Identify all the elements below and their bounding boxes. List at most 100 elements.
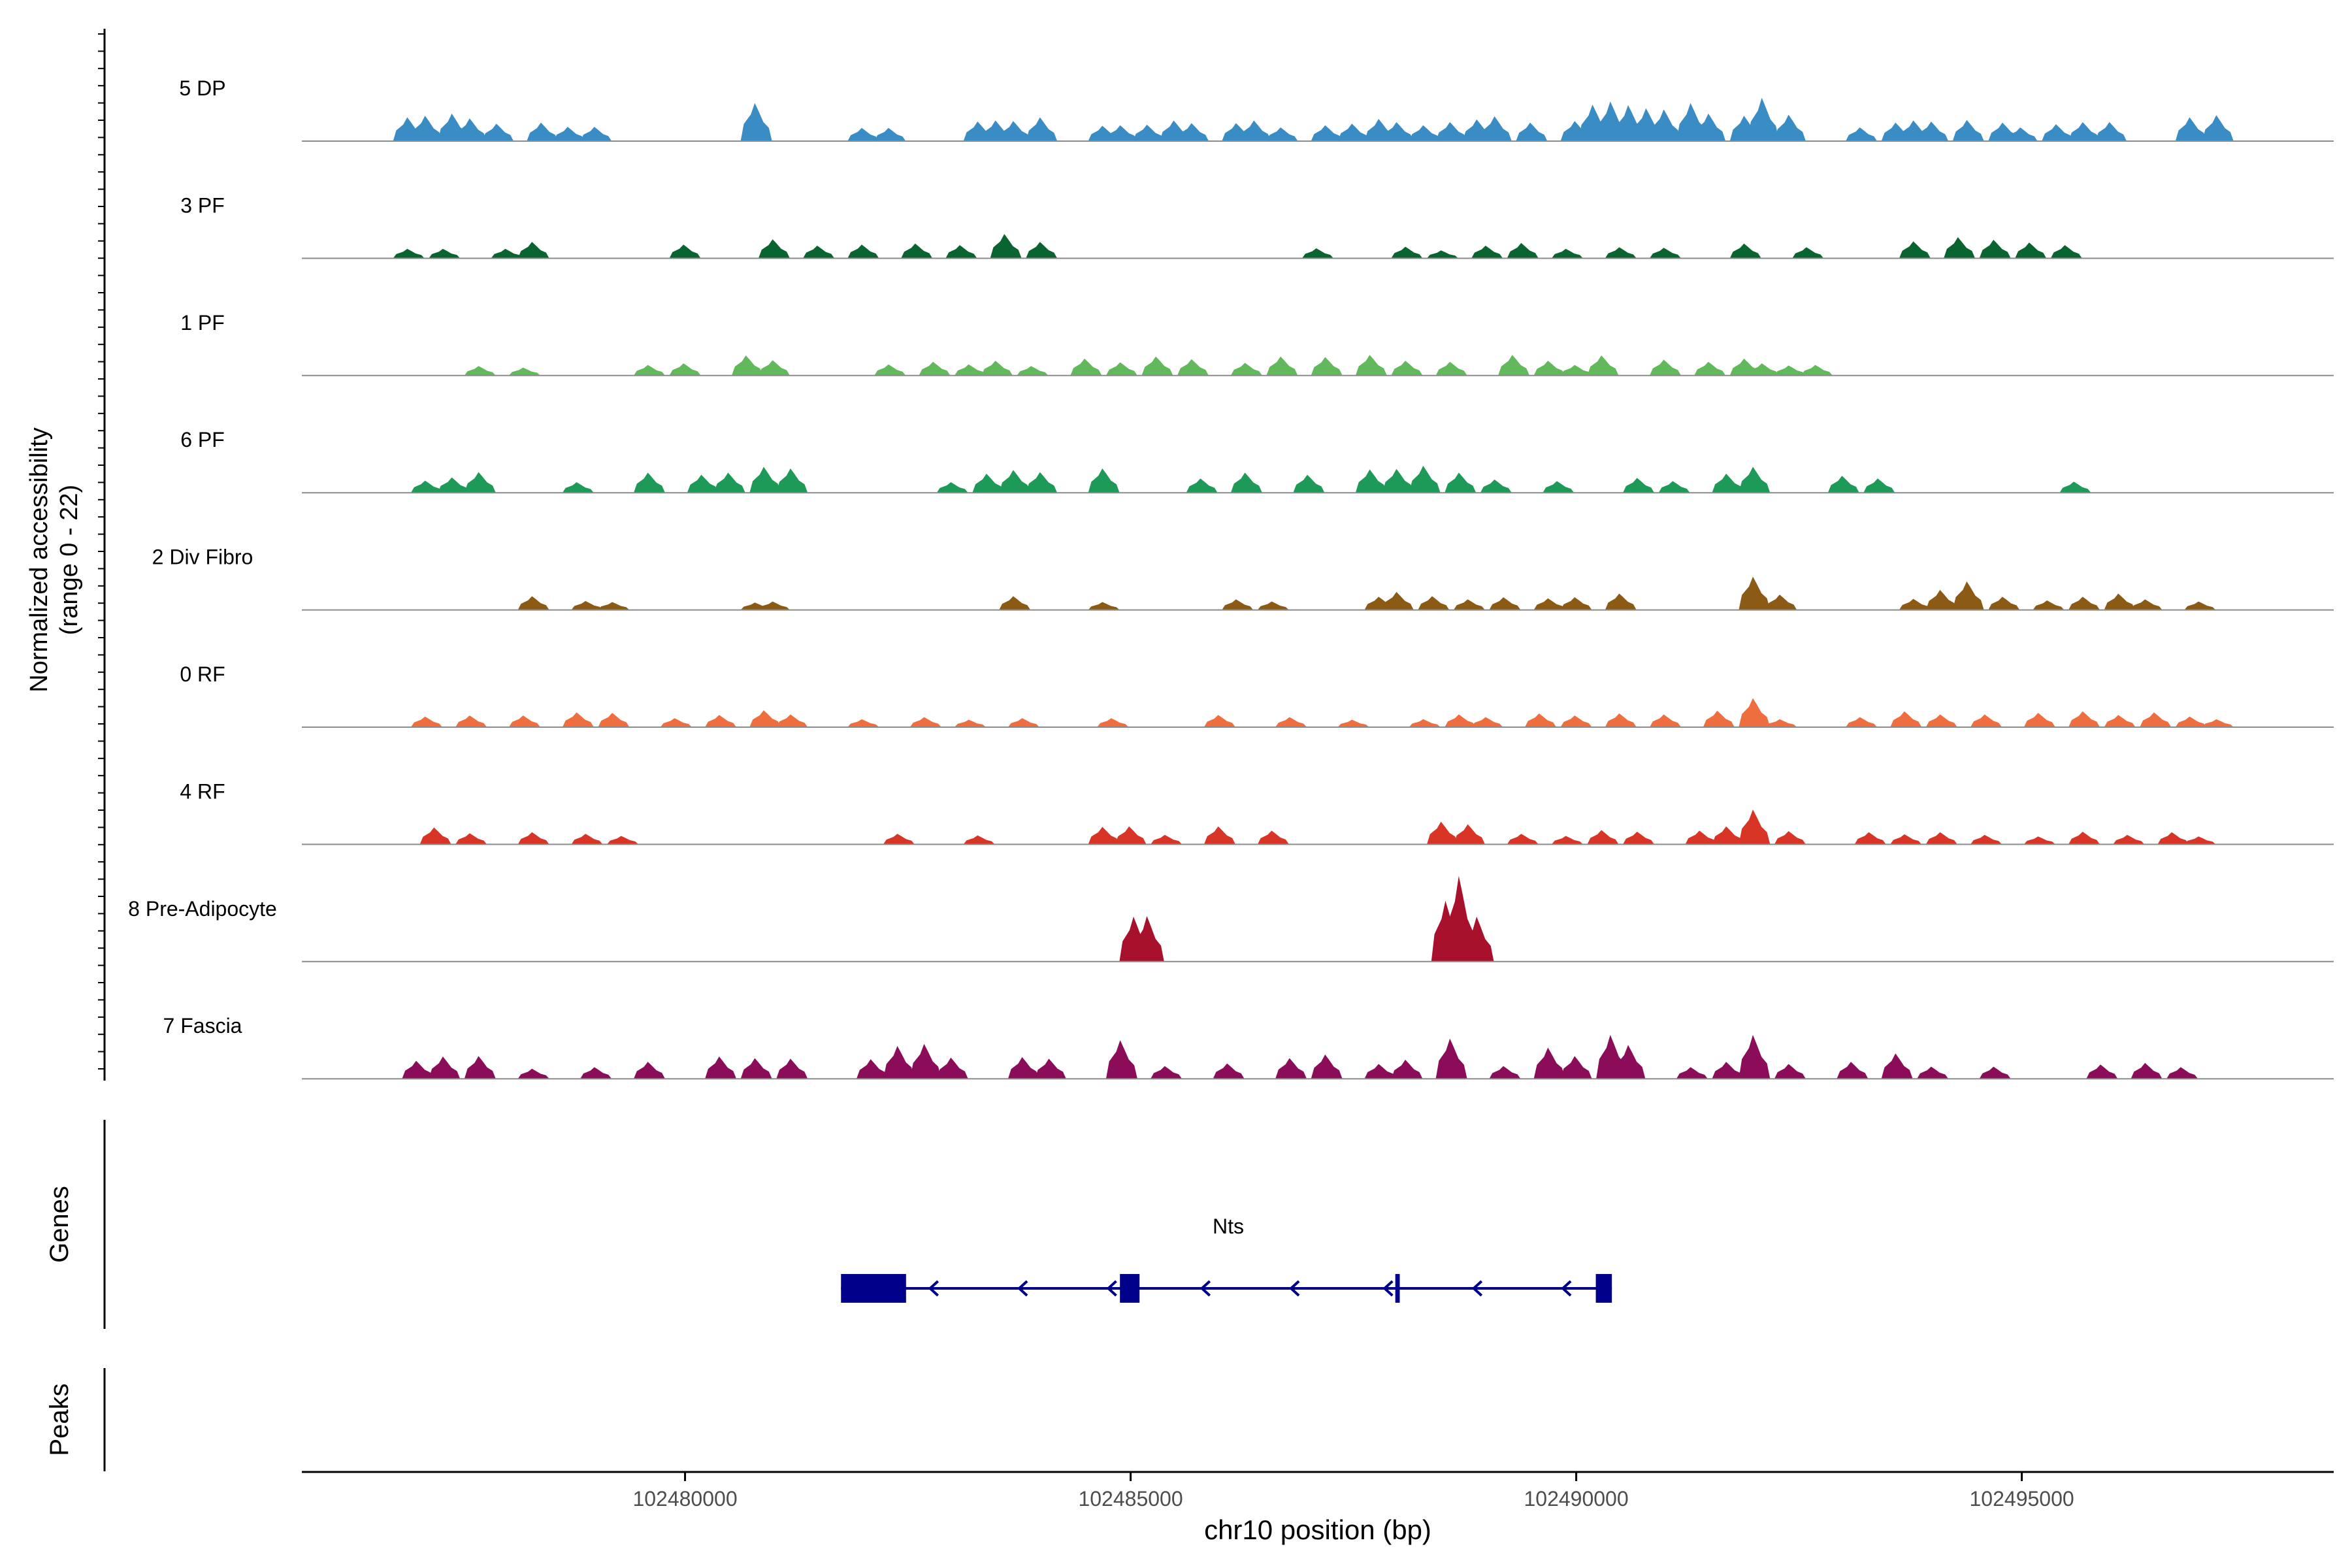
coverage-peak (1970, 834, 2002, 845)
coverage-peak (963, 835, 995, 845)
coverage-peak (1151, 834, 1183, 845)
coverage-peak (1739, 466, 1771, 493)
coverage-peak (1533, 1047, 1565, 1079)
coverage-peak (1088, 826, 1120, 845)
x-tick-label: 102485000 (1078, 1487, 1183, 1511)
coverage-peak (1203, 715, 1235, 727)
coverage-peak (1409, 719, 1441, 727)
coverage-peak (1435, 1038, 1467, 1079)
coverage-peak (2015, 242, 2047, 259)
coverage-peak (1560, 715, 1592, 727)
coverage-peak (1863, 478, 1895, 493)
coverage-peak (1382, 468, 1414, 493)
coverage-peak (999, 596, 1031, 610)
coverage-peak (909, 717, 941, 727)
coverage-peak (1355, 355, 1387, 376)
coverage-peak (2086, 1064, 2118, 1079)
coverage-peak (410, 716, 442, 727)
coverage-peak (1275, 717, 1307, 727)
coverage-peak (1801, 365, 1833, 376)
track-3-pf: 3 PF (180, 193, 2334, 259)
coverage-peak (1944, 237, 1976, 259)
coverage-peak (2175, 716, 2207, 727)
coverage-tracks: 5 DP 3 PF 1 PF 6 PF 2 Div Fibro 0 RF 4 RF 8 Pre… (128, 76, 2334, 1080)
coverage-peak (1917, 122, 1949, 141)
coverage-peak (527, 122, 559, 141)
coverage-peak (1614, 1045, 1646, 1079)
coverage-peak (1302, 248, 1333, 259)
track-label: 3 PF (180, 193, 225, 217)
coverage-peak (633, 365, 665, 376)
coverage-peak (2104, 715, 2136, 727)
coverage-peak (1729, 243, 1761, 259)
x-tick-label: 102480000 (632, 1487, 737, 1511)
coverage-peak (2157, 832, 2189, 845)
coverage-peak (1391, 246, 1423, 259)
coverage-peak (1480, 479, 1512, 493)
coverage-peak (1105, 1040, 1137, 1079)
coverage-peak (1435, 122, 1467, 141)
coverage-peak (1543, 481, 1575, 493)
coverage-peak (874, 364, 906, 376)
coverage-peak (1649, 248, 1681, 259)
coverage-peak (1489, 1066, 1521, 1079)
coverage-peak (1925, 832, 1957, 845)
coverage-peak (1177, 123, 1209, 141)
track-label: 0 RF (180, 662, 225, 686)
coverage-peak (1266, 356, 1298, 376)
coverage-peak (437, 477, 469, 493)
coverage-peak (713, 472, 745, 493)
gene-strand-arrow (1561, 1280, 1572, 1297)
coverage-peak (1230, 363, 1262, 376)
gene-exon (841, 1274, 906, 1303)
coverage-peak (936, 482, 968, 493)
x-axis-ticks: 102480000 102485000 102490000 102495000 (632, 1472, 2074, 1511)
coverage-peak (1739, 809, 1771, 845)
coverage-peak (732, 355, 764, 376)
coverage-peak (517, 596, 549, 610)
track-8-pre-adipocyte: 8 Pre-Adipocyte (128, 875, 2334, 962)
track-label: 2 Div Fibro (152, 546, 253, 569)
track-label: 8 Pre-Adipocyte (128, 897, 277, 921)
x-tick-label: 102490000 (1524, 1487, 1628, 1511)
coverage-peak (1355, 469, 1387, 493)
coverage-peak (598, 602, 630, 610)
coverage-peak (749, 710, 781, 727)
coverage-peak (1739, 698, 1771, 727)
coverage-peak (1917, 1066, 1949, 1079)
coverage-peak (1007, 1056, 1039, 1079)
coverage-peak (1498, 355, 1530, 376)
coverage-peak (1007, 718, 1039, 727)
coverage-peak (847, 244, 879, 259)
coverage-peak (1533, 361, 1565, 376)
coverage-peak (1213, 1063, 1245, 1079)
coverage-peak (1649, 714, 1681, 727)
coverage-peak (2059, 482, 2091, 493)
coverage-peak (1230, 472, 1262, 493)
coverage-peak (393, 248, 425, 259)
track-5-dp: 5 DP (179, 76, 2334, 142)
coverage-peak (945, 245, 977, 259)
gene-exon (1395, 1274, 1400, 1303)
coverage-peak (740, 1058, 772, 1079)
coverage-peak (669, 244, 701, 259)
coverage-peak (1364, 1064, 1396, 1079)
coverage-peak (1846, 127, 1878, 141)
coverage-peak (464, 366, 496, 376)
coverage-peak (1739, 1034, 1771, 1079)
coverage-peak (633, 1062, 665, 1079)
track-1-pf: 1 PF (180, 311, 2334, 376)
track-label: 6 PF (180, 428, 225, 451)
coverage-peak (936, 1057, 968, 1079)
coverage-peak (776, 468, 808, 493)
coverage-peak (2068, 122, 2100, 141)
coverage-peak (1774, 114, 1806, 141)
coverage-peak (2006, 127, 2038, 141)
coverage-peak (1337, 123, 1369, 141)
coverage-peak (598, 713, 630, 727)
coverage-peak (571, 834, 603, 845)
coverage-peak (1560, 365, 1592, 376)
x-axis-title: chr10 position (bp) (1204, 1514, 1431, 1545)
coverage-peak (1560, 1056, 1592, 1079)
gene-strand-arrow (1471, 1280, 1483, 1297)
